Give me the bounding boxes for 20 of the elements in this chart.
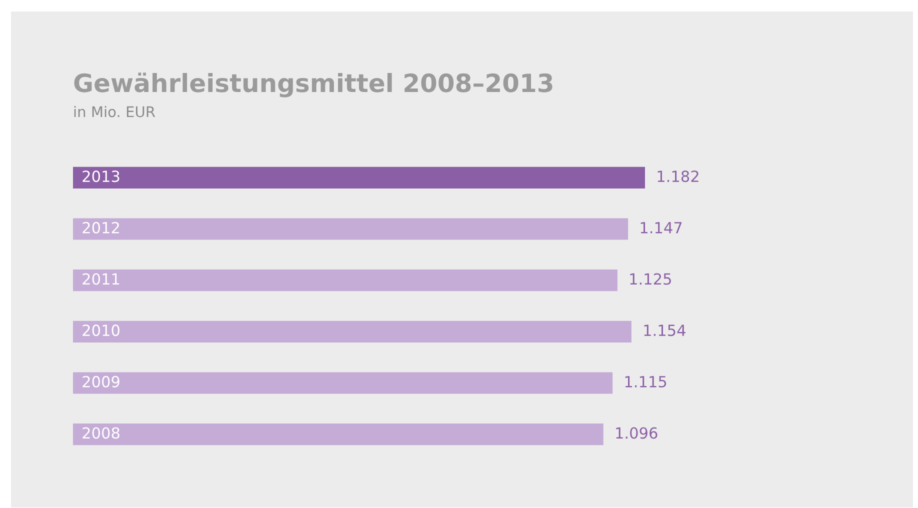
data-label: 1.182 [658, 170, 698, 182]
data-label: 1.115 [625, 376, 666, 388]
y-tick-label: 2012 [82, 222, 119, 234]
y-tick-label: 2011 [82, 273, 120, 285]
bar [73, 218, 628, 240]
bar [73, 320, 632, 342]
chart-title: Gewährleistungsmittel 2008–2013 [74, 72, 552, 98]
bar [73, 424, 604, 446]
chart-subtitle: in Mio. EUR [74, 106, 156, 118]
bar [73, 372, 613, 394]
y-tick-label: 2008 [82, 427, 120, 439]
y-tick-label: 2013 [82, 170, 120, 182]
y-tick-label: 2009 [82, 376, 120, 388]
data-label: 1.154 [644, 324, 686, 336]
bar [73, 270, 618, 292]
data-label: 1.125 [630, 273, 671, 285]
y-tick-label: 2010 [82, 324, 120, 336]
data-label: 1.147 [640, 222, 682, 234]
bar [73, 166, 645, 188]
data-label: 1.096 [616, 427, 658, 439]
